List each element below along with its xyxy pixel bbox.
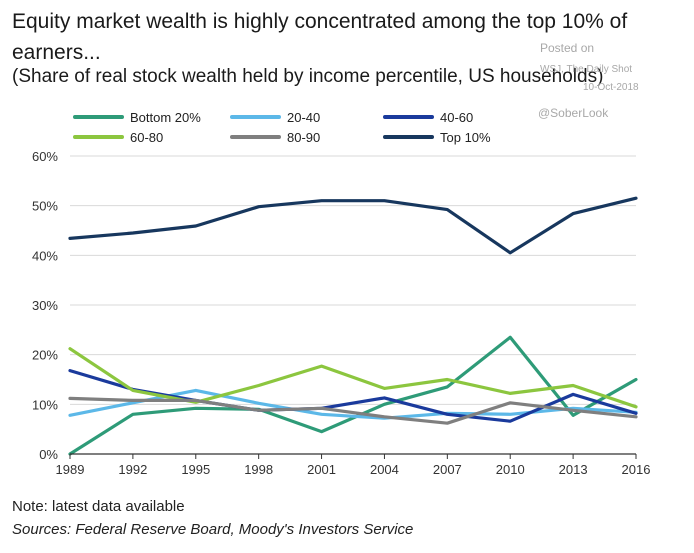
x-tick-label: 2004 bbox=[370, 462, 399, 477]
y-tick-label: 20% bbox=[32, 348, 58, 363]
watermark-date: 10-Oct-2018 bbox=[583, 82, 639, 93]
legend-label-40-60: 40-60 bbox=[440, 110, 473, 125]
x-tick-label: 2007 bbox=[433, 462, 462, 477]
y-tick-label: 50% bbox=[32, 199, 58, 214]
series-line-60-80 bbox=[68, 347, 638, 409]
legend-label-bottom-20pct: Bottom 20% bbox=[130, 110, 201, 125]
y-tick-label: 30% bbox=[32, 298, 58, 313]
x-tick-label: 1992 bbox=[118, 462, 147, 477]
sources-line: Sources: Federal Reserve Board, Moody's … bbox=[12, 521, 414, 538]
chart-title: Equity market wealth is highly concentra… bbox=[12, 10, 628, 64]
legend-label-top-10pct: Top 10% bbox=[440, 130, 491, 145]
chart-subtitle: (Share of real stock wealth held by inco… bbox=[12, 66, 604, 87]
watermark-source: WSJ, The Daily Shot bbox=[540, 64, 633, 75]
x-tick-label: 2010 bbox=[496, 462, 525, 477]
legend-label-60-80: 60-80 bbox=[130, 130, 163, 145]
y-tick-label: 0% bbox=[39, 447, 58, 462]
series-line-bottom-20pct bbox=[68, 335, 638, 456]
line-chart: Bottom 20% 20-40 40-60 60-80 80-90 Top 10% 0%… bbox=[32, 110, 651, 477]
x-tick-label: 1995 bbox=[181, 462, 210, 477]
x-tick-label: 1989 bbox=[56, 462, 85, 477]
y-tick-label: 40% bbox=[32, 248, 58, 263]
legend-label-20-40: 20-40 bbox=[287, 110, 320, 125]
x-tick-label: 2013 bbox=[559, 462, 588, 477]
watermark-posted-on: Posted on bbox=[540, 41, 595, 55]
legend-label-80-90: 80-90 bbox=[287, 130, 320, 145]
series-line-top-10pct bbox=[68, 196, 638, 255]
footnote: Note: latest data available bbox=[12, 498, 185, 515]
series-line-80-90 bbox=[68, 396, 638, 425]
y-tick-label: 10% bbox=[32, 397, 58, 412]
x-tick-label: 2001 bbox=[307, 462, 336, 477]
x-tick-label: 2016 bbox=[622, 462, 651, 477]
watermark-handle: @SoberLook bbox=[538, 106, 609, 120]
x-tick-label: 1998 bbox=[244, 462, 273, 477]
y-tick-label: 60% bbox=[32, 149, 58, 164]
